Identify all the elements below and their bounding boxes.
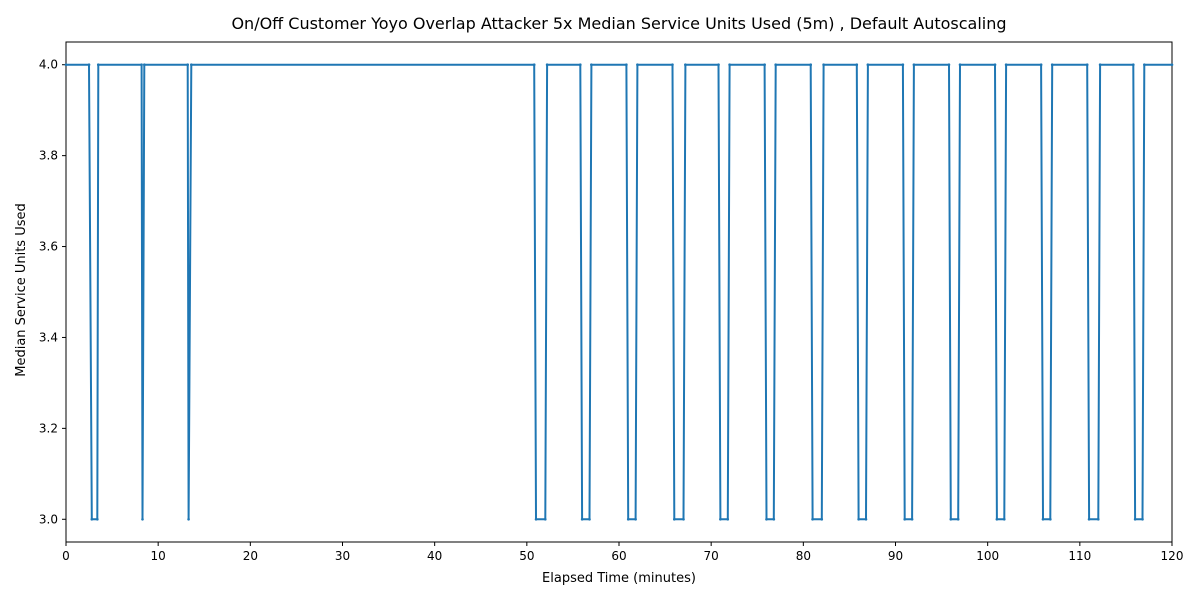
data-point	[1087, 517, 1091, 521]
y-tick-label: 3.0	[39, 512, 58, 526]
data-point	[141, 517, 144, 521]
data-point	[1039, 63, 1043, 67]
data-point	[143, 63, 146, 67]
y-tick-label: 3.8	[39, 149, 58, 163]
data-point	[912, 63, 916, 67]
data-point	[903, 517, 907, 521]
data-point	[87, 63, 91, 67]
x-tick-label: 80	[796, 549, 811, 563]
x-tick-label: 0	[62, 549, 70, 563]
data-point	[855, 63, 859, 67]
data-point	[774, 63, 777, 67]
data-point	[1050, 63, 1054, 67]
data-point	[1049, 517, 1052, 521]
data-point	[1143, 63, 1146, 67]
data-point	[820, 517, 824, 521]
data-point	[588, 517, 591, 521]
data-point	[626, 517, 630, 521]
data-point	[1141, 517, 1144, 521]
data-point	[864, 517, 868, 521]
x-tick-label: 50	[519, 549, 534, 563]
chart-title: On/Off Customer Yoyo Overlap Attacker 5x…	[231, 14, 1006, 33]
x-tick-label: 20	[243, 549, 258, 563]
data-point	[901, 63, 905, 67]
data-point	[1002, 517, 1006, 521]
data-point	[809, 63, 813, 67]
data-point	[728, 63, 731, 67]
x-tick-label: 60	[611, 549, 626, 563]
x-tick-label: 120	[1161, 549, 1184, 563]
data-point	[1131, 63, 1135, 67]
data-point	[910, 517, 914, 521]
x-tick-label: 100	[976, 549, 999, 563]
data-point	[636, 63, 639, 67]
series-line	[66, 63, 1172, 521]
x-axis-label: Elapsed Time (minutes)	[542, 571, 696, 586]
data-point	[763, 63, 766, 67]
data-point	[96, 517, 99, 521]
data-point	[532, 63, 536, 67]
data-point	[543, 517, 547, 521]
data-point	[186, 63, 189, 67]
y-axis-label: Median Service Units Used	[14, 203, 29, 377]
data-point	[1170, 63, 1174, 67]
x-tick-label: 70	[704, 549, 719, 563]
data-point	[140, 63, 143, 67]
data-point	[726, 517, 730, 521]
data-point	[580, 517, 584, 521]
data-point	[578, 63, 582, 67]
x-tick-label: 90	[888, 549, 903, 563]
data-point	[545, 63, 549, 67]
y-tick-label: 4.0	[39, 58, 58, 72]
y-tick-label: 3.6	[39, 240, 58, 254]
data-point	[534, 517, 538, 521]
data-point	[187, 517, 190, 521]
data-point	[993, 63, 997, 67]
data-point	[682, 517, 685, 521]
data-point	[1098, 63, 1102, 67]
data-point	[190, 63, 193, 67]
data-point	[949, 517, 953, 521]
data-point	[64, 63, 68, 67]
data-point	[90, 517, 94, 521]
data-point	[1133, 517, 1137, 521]
data-point	[956, 517, 960, 521]
x-tick-label: 30	[335, 549, 350, 563]
data-point	[1004, 63, 1008, 67]
data-point	[634, 517, 637, 521]
data-point	[1041, 517, 1045, 521]
y-tick-label: 3.4	[39, 330, 58, 344]
data-point	[684, 63, 687, 67]
data-point	[590, 63, 593, 67]
y-tick-label: 3.2	[39, 421, 58, 435]
data-point	[857, 517, 860, 521]
data-point	[866, 63, 870, 67]
data-point	[717, 63, 720, 67]
data-point	[1096, 517, 1100, 521]
plot-area: 0 10 20 30 40 50 60 70 80 90 100 110 120 3.0 3.2 3.4 3.6…	[39, 41, 1184, 563]
x-tick-label: 40	[427, 549, 442, 563]
x-tick-label: 10	[151, 549, 166, 563]
data-point	[772, 517, 776, 521]
data-point	[96, 63, 100, 67]
data-point	[765, 517, 768, 521]
data-point	[995, 517, 999, 521]
data-point	[947, 63, 951, 67]
data-point	[625, 63, 628, 67]
data-point	[958, 63, 962, 67]
data-point	[673, 517, 676, 521]
data-point	[822, 63, 825, 67]
data-point	[1085, 63, 1089, 67]
data-point	[811, 517, 814, 521]
x-tick-label: 110	[1068, 549, 1091, 563]
data-point	[719, 517, 722, 521]
data-point	[671, 63, 674, 67]
